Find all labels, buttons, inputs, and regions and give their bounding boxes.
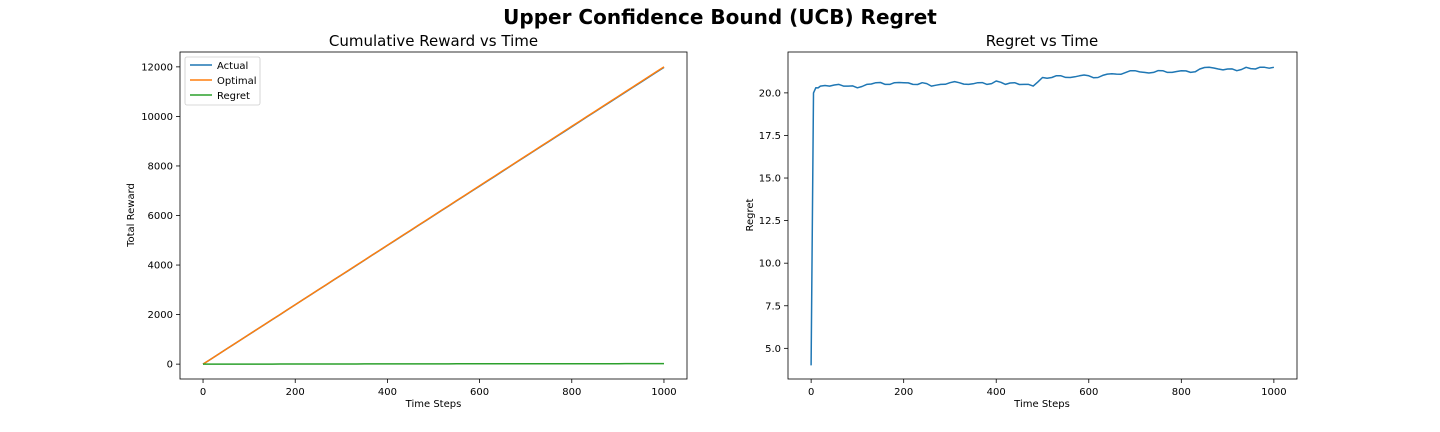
x-tick-label: 800 xyxy=(1172,387,1191,398)
regret-plot-area xyxy=(810,66,1275,366)
cumulative-reward-series-regret-line xyxy=(203,362,664,365)
cumulative-reward-y-axis-label: Total Reward xyxy=(126,183,137,248)
x-tick-label: 0 xyxy=(808,387,814,398)
cumulative-reward-ticks: 0 200 400 600 800 100002000400060008000100001… xyxy=(141,62,676,398)
y-tick-label: 2000 xyxy=(148,310,173,321)
legend-label-optimal: Optimal xyxy=(217,76,257,87)
y-tick-label: 0 xyxy=(167,360,173,371)
regret-x-axis-label: Time Steps xyxy=(1013,399,1070,410)
y-tick-label: 10000 xyxy=(141,112,173,123)
figure-title: Upper Confidence Bound (UCB) Regret xyxy=(503,5,937,29)
y-tick-label: 4000 xyxy=(148,261,173,272)
regret-chart: Regret vs Time Time Steps Regret 0 200 400… xyxy=(745,32,1298,410)
y-tick-label: 10.0 xyxy=(759,259,781,270)
y-tick-label: 7.5 xyxy=(765,301,781,312)
regret-chart-title: Regret vs Time xyxy=(986,32,1098,50)
legend-label-regret: Regret xyxy=(217,91,250,102)
regret-ticks: 0 200 400 600 800 1000 5.0 7.5 10.0 12.5 15.0 17.5 2… xyxy=(759,88,1287,398)
x-tick-label: 400 xyxy=(378,387,397,398)
x-tick-label: 600 xyxy=(1079,387,1098,398)
y-tick-label: 8000 xyxy=(148,161,173,172)
y-tick-label: 12000 xyxy=(141,62,173,73)
regret-axes-frame xyxy=(787,51,1298,380)
cumulative-reward-series-optimal-line xyxy=(202,66,665,365)
legend-label-actual: Actual xyxy=(217,61,248,72)
regret-series-regret-line xyxy=(810,66,1275,366)
x-tick-label: 800 xyxy=(562,387,581,398)
cumulative-reward-chart: Cumulative Reward vs Time Time Steps Tot… xyxy=(126,32,688,410)
regret-y-axis-label: Regret xyxy=(745,198,756,231)
x-tick-label: 1000 xyxy=(1261,387,1286,398)
y-tick-label: 12.5 xyxy=(759,216,781,227)
y-tick-label: 6000 xyxy=(148,211,173,222)
cumulative-reward-legend: Actual Optimal Regret xyxy=(184,56,261,106)
cumulative-reward-axes-frame xyxy=(179,51,688,380)
cumulative-reward-plot-area xyxy=(202,66,665,365)
x-tick-label: 200 xyxy=(286,387,305,398)
cumulative-reward-chart-title: Cumulative Reward vs Time xyxy=(329,32,538,50)
x-tick-label: 600 xyxy=(470,387,489,398)
x-tick-label: 400 xyxy=(987,387,1006,398)
y-tick-label: 17.5 xyxy=(759,131,781,142)
x-tick-label: 1000 xyxy=(651,387,676,398)
x-tick-label: 200 xyxy=(894,387,913,398)
x-tick-label: 0 xyxy=(200,387,206,398)
cumulative-reward-x-axis-label: Time Steps xyxy=(405,399,462,410)
y-tick-label: 5.0 xyxy=(765,344,781,355)
legend-frame xyxy=(184,56,261,106)
y-tick-label: 15.0 xyxy=(759,174,781,185)
y-tick-label: 20.0 xyxy=(759,88,781,99)
